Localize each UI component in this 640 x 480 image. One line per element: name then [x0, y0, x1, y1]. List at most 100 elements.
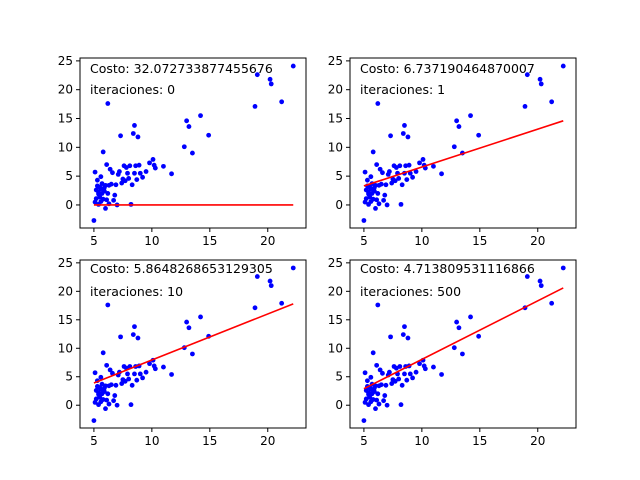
data-point: [181, 144, 187, 150]
data-point: [377, 367, 383, 373]
data-point: [402, 123, 407, 128]
data-point: [198, 314, 203, 320]
data-point: [252, 305, 258, 311]
y-tick-label: 15: [328, 112, 343, 126]
data-point: [398, 402, 404, 408]
x-tick-label: 20: [260, 434, 275, 448]
data-point: [112, 192, 118, 198]
y-tick-label: 0: [65, 198, 73, 212]
data-point: [101, 188, 107, 194]
data-point: [100, 149, 106, 155]
data-point: [362, 169, 368, 175]
data-point: [140, 375, 145, 381]
data-point: [110, 170, 115, 176]
data-point: [107, 166, 113, 172]
data-point: [190, 351, 195, 357]
x-tick-label: 20: [530, 434, 545, 448]
data-point: [367, 394, 373, 400]
data-point: [268, 283, 274, 289]
data-point: [125, 371, 130, 377]
data-point: [387, 369, 392, 375]
data-point: [122, 378, 128, 384]
data-point: [113, 182, 119, 188]
data-point: [126, 176, 132, 181]
cost-annotation: Costo: 5.8648268653129305: [90, 261, 273, 276]
data-point: [451, 144, 457, 150]
data-point: [371, 188, 377, 194]
axes-frame: [349, 259, 577, 429]
data-point: [186, 325, 192, 331]
x-tick-label: 5: [90, 234, 98, 248]
data-point: [111, 398, 117, 404]
x-tick-label: 15: [472, 234, 487, 248]
data-point: [94, 177, 100, 183]
data-point: [439, 372, 444, 377]
data-point: [128, 402, 134, 408]
marks-layer: 5 10 15 20 0 5 10 15 20 25: [58, 256, 296, 448]
data-point: [122, 178, 128, 184]
data-point: [371, 389, 377, 394]
data-point: [147, 160, 152, 166]
data-point: [405, 335, 411, 341]
data-point: [198, 113, 203, 119]
data-point: [92, 370, 98, 376]
data-point: [420, 157, 426, 162]
data-point: [370, 350, 376, 356]
data-point: [104, 197, 110, 203]
data-point: [376, 201, 382, 207]
data-point: [169, 171, 174, 177]
data-point: [410, 174, 415, 180]
cost-annotation: Costo: 6.737190464870007: [360, 61, 535, 76]
fit-line: [93, 303, 294, 384]
data-point: [361, 218, 367, 223]
y-tick-label: 15: [58, 313, 73, 327]
data-point: [268, 81, 274, 87]
data-point: [125, 170, 130, 176]
data-point: [381, 197, 387, 203]
marks-layer: 5 10 15 20 0 5 10 15 20 25: [328, 256, 566, 448]
data-point: [370, 149, 376, 155]
y-tick-label: 25: [58, 256, 73, 270]
data-point: [169, 372, 174, 377]
data-point: [456, 325, 462, 331]
data-point: [129, 182, 135, 188]
data-point: [97, 194, 103, 200]
data-point: [373, 206, 378, 211]
data-point: [134, 177, 140, 182]
axes-frame: [79, 259, 307, 429]
data-point: [468, 314, 473, 320]
data-point: [400, 131, 406, 136]
subplot-bottom-left: 5 10 15 20 0 5 10 15 20 25 Costo: 5.8648268653129…: [58, 256, 307, 448]
data-point: [103, 206, 108, 211]
data-point: [91, 418, 97, 423]
data-point: [111, 197, 117, 203]
data-point: [134, 377, 140, 383]
y-tick-label: 25: [328, 54, 343, 68]
iterations-annotation: iteraciones: 500: [360, 284, 461, 299]
data-point: [152, 366, 158, 372]
y-tick-label: 5: [335, 169, 343, 183]
data-point: [402, 324, 407, 330]
iterations-annotation: iteraciones: 1: [360, 82, 445, 97]
subplot-top-left: 5 10 15 20 0 5 10 15 20 25 Costo: 32.072733877455…: [58, 54, 307, 248]
y-tick-label: 20: [328, 83, 343, 97]
data-point: [368, 174, 374, 180]
data-point: [101, 389, 107, 394]
y-tick-label: 15: [328, 313, 343, 327]
data-point: [190, 150, 195, 156]
y-tick-label: 10: [58, 140, 73, 154]
data-point: [382, 393, 388, 398]
data-point: [279, 99, 285, 105]
data-point: [375, 101, 381, 106]
data-point: [407, 170, 413, 176]
data-point: [524, 72, 530, 78]
data-point: [388, 133, 393, 139]
data-point: [184, 319, 190, 325]
data-point: [108, 181, 114, 187]
data-point: [374, 162, 380, 168]
data-point: [290, 265, 296, 271]
y-tick-label: 0: [65, 398, 73, 412]
data-point: [398, 201, 404, 207]
data-point: [117, 169, 122, 174]
